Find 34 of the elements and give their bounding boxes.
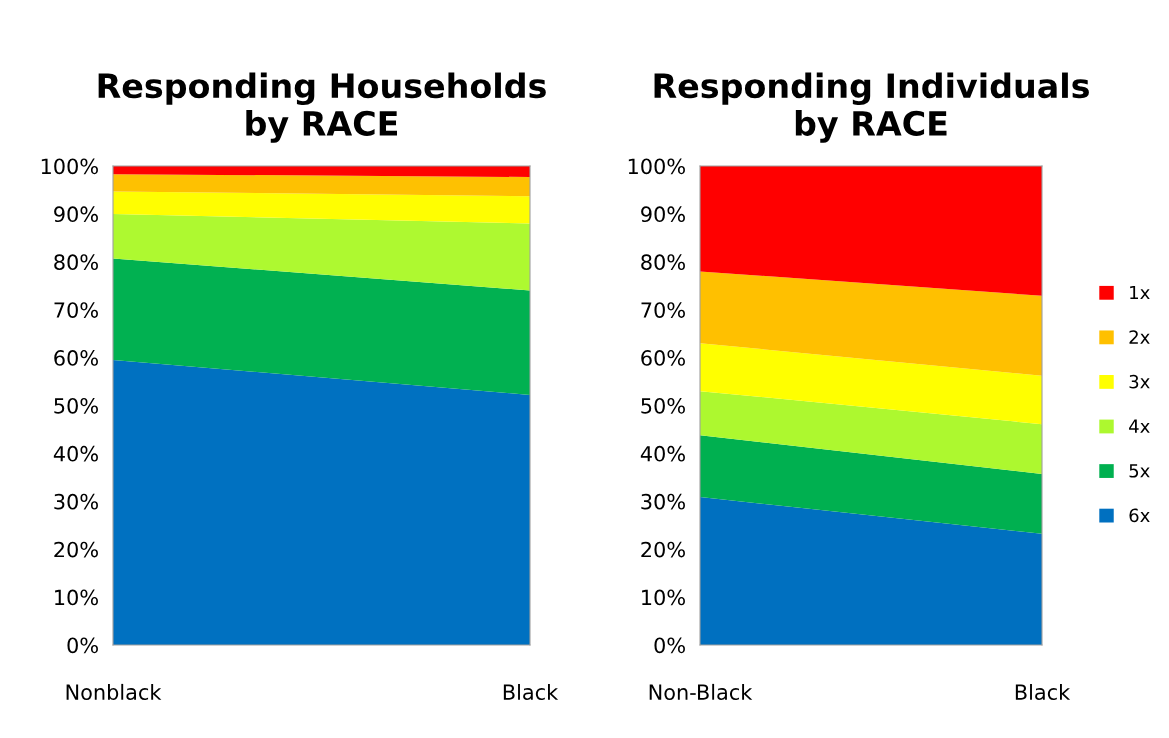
legend-label: 6x — [1129, 508, 1150, 523]
y-tick-label: 0% — [654, 637, 685, 654]
y-tick-label: 50% — [54, 397, 98, 414]
legend-label: 1x — [1130, 285, 1150, 300]
y-tick-label: 70% — [641, 302, 685, 318]
y-tick-label: 60% — [641, 350, 685, 366]
y-tick-label: 80% — [641, 254, 685, 271]
x-tick-label: Black — [503, 683, 559, 701]
legend-label: 3x — [1129, 374, 1150, 389]
x-tick-label: Nonblack — [66, 683, 162, 701]
y-tick-label: 50% — [641, 397, 685, 414]
y-tick-label: 30% — [54, 493, 98, 510]
legend-label: 2x — [1129, 330, 1150, 344]
y-tick-label: 20% — [641, 541, 685, 558]
y-tick-label: 100% — [628, 158, 685, 175]
y-tick-label: 90% — [641, 206, 685, 223]
legend-label: 5x — [1129, 464, 1150, 478]
y-tick-label: 10% — [642, 589, 685, 606]
y-tick-label: 10% — [55, 589, 98, 606]
chart-title: Responding Individuals by RACE — [654, 72, 1089, 143]
legend-label: 4x — [1129, 419, 1150, 433]
y-tick-label: 90% — [54, 206, 98, 223]
y-tick-label: 40% — [640, 445, 685, 462]
x-tick-label: Non-Black — [649, 683, 753, 701]
y-tick-label: 80% — [54, 254, 98, 271]
y-tick-label: 40% — [53, 445, 98, 462]
y-tick-label: 20% — [54, 541, 98, 558]
y-tick-label: 100% — [41, 158, 98, 175]
y-tick-label: 0% — [67, 637, 98, 654]
chart-title: Responding Households by RACE — [98, 72, 546, 143]
y-tick-label: 30% — [641, 493, 685, 510]
x-tick-label: Black — [1015, 683, 1071, 701]
y-tick-label: 60% — [54, 350, 98, 366]
y-tick-label: 70% — [54, 302, 98, 318]
